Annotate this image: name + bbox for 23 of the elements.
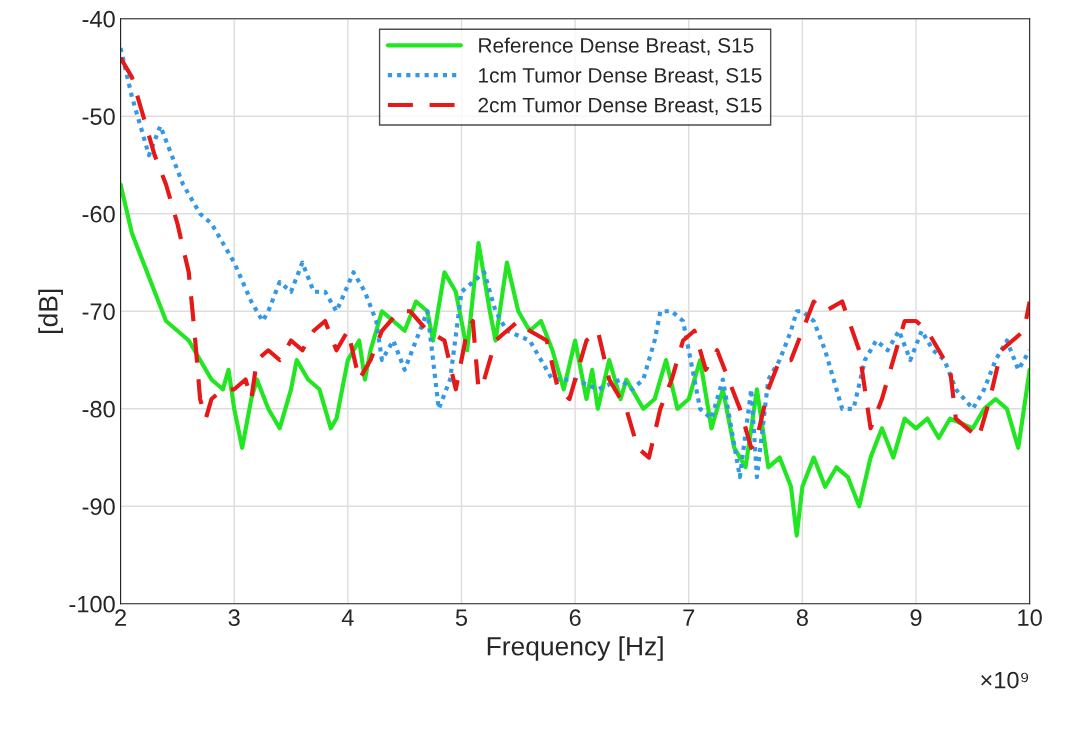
legend-label: Reference Dense Breast, S15 (479, 37, 754, 56)
legend-label: 2cm Tumor Dense Breast, S15 (478, 97, 762, 115)
x-tick-label: 2 (115, 609, 126, 626)
x-tick-label: 9 (910, 609, 922, 627)
y-tick-label: -70 (82, 303, 115, 321)
x-axis-title: Frequency [Hz] (487, 636, 663, 661)
y-axis-title: [dB] (38, 289, 63, 333)
y-tick-label: -50 (82, 108, 115, 126)
x-tick-label: 7 (683, 609, 695, 626)
x-tick-label: 10 (1018, 609, 1042, 627)
y-tick-label: -90 (82, 498, 115, 516)
x-tick-label: 8 (796, 609, 808, 627)
legend-label: 1cm Tumor Dense Breast, S15 (479, 67, 762, 86)
x-tick-label: 4 (341, 609, 354, 626)
line-series (120, 182, 1030, 538)
y-tick-label: -100 (69, 595, 115, 613)
y-tick-label: -60 (82, 205, 115, 223)
x-tick-label: 5 (455, 609, 468, 627)
y-tick-label: -80 (82, 400, 115, 418)
x-tick-label: 3 (228, 609, 240, 627)
text: ×10⁹ (981, 671, 1029, 689)
x-tick-label: 6 (569, 609, 581, 627)
y-tick-label: -40 (82, 10, 115, 28)
